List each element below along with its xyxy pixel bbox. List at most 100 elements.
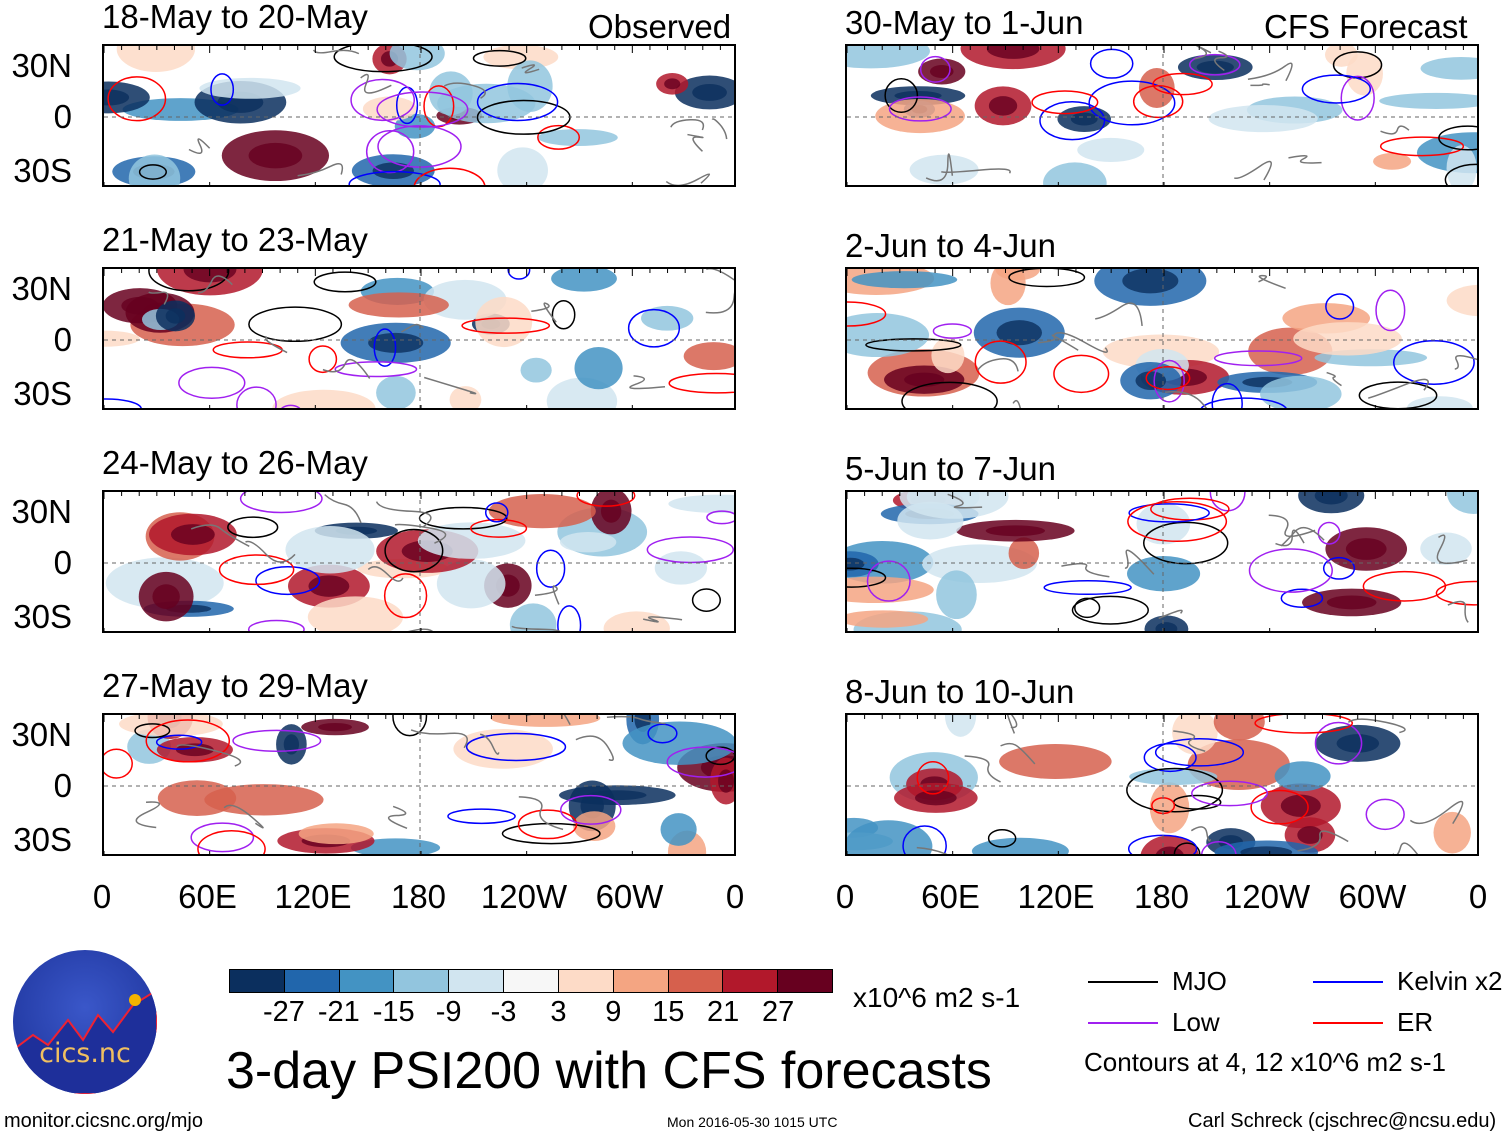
lat-label: 30N — [11, 47, 72, 84]
anomaly-blob — [654, 551, 708, 585]
anomaly-blob — [1008, 537, 1040, 570]
anomaly-blob — [1208, 105, 1318, 133]
anomaly-core — [1280, 794, 1321, 817]
colorbar-label: 9 — [605, 996, 622, 1028]
anomaly-blob — [520, 357, 552, 383]
colorbar-label: -21 — [317, 996, 360, 1028]
anomaly-blob — [1136, 502, 1191, 545]
anomaly-blob — [559, 531, 617, 553]
contour-line — [866, 560, 911, 602]
lon-label: 120E — [1017, 878, 1095, 915]
contour-line — [138, 164, 167, 180]
coastline — [1012, 399, 1021, 408]
panel-title: 27-May to 29-May — [102, 667, 368, 704]
anomaly-blob — [475, 296, 533, 348]
contour-line — [1379, 136, 1465, 157]
anomaly-blob — [104, 330, 140, 347]
anomaly-core — [1135, 371, 1167, 391]
coastline — [711, 118, 728, 140]
contour-line — [308, 345, 338, 374]
contour-line — [392, 715, 428, 737]
lon-label: 180 — [390, 878, 447, 915]
anomaly-blob — [1324, 46, 1358, 67]
anomaly-blob — [574, 346, 623, 390]
contour-line — [373, 328, 397, 367]
coastline — [360, 73, 392, 94]
anomaly-blob — [551, 269, 617, 292]
anomaly-blob — [1373, 152, 1412, 170]
lat-label: 30N — [11, 716, 72, 753]
colorbar-label: -27 — [262, 996, 305, 1028]
anomaly-core — [372, 162, 414, 179]
contour-line — [1074, 597, 1101, 619]
coastline — [1250, 83, 1270, 87]
anomaly-blob — [1213, 715, 1265, 741]
anomaly-blob — [1138, 67, 1175, 109]
contour-line — [668, 372, 734, 394]
coastline — [1214, 50, 1228, 72]
anomaly-blob — [899, 492, 1009, 519]
anomaly-blob — [847, 820, 933, 854]
forecast-label: CFS Forecast — [1264, 8, 1468, 45]
panel-title: 18-May to 20-May — [102, 0, 368, 35]
contour-line — [1153, 359, 1185, 403]
contour-line — [1325, 293, 1355, 320]
anomaly-core — [308, 575, 350, 597]
observed-label: Observed — [588, 8, 732, 45]
colorbar-label: 21 — [707, 996, 740, 1028]
lon-label: 60E — [178, 878, 237, 915]
anomaly-blob — [199, 77, 301, 99]
contour-line — [247, 619, 305, 631]
anomaly-blob — [307, 596, 404, 631]
footer-url[interactable]: monitor.cicsnc.org/mjo — [4, 1110, 203, 1132]
contour-line — [218, 554, 295, 586]
anomaly-core — [152, 584, 180, 609]
contour-line — [535, 549, 566, 588]
contour-line — [884, 78, 919, 113]
contour-line — [377, 125, 462, 168]
lon-label: 0 — [92, 878, 112, 915]
lon-label: 0 — [1468, 878, 1488, 915]
contour-line — [888, 96, 952, 122]
lon-label: 180 — [1133, 878, 1190, 915]
anomaly-blob — [128, 154, 181, 185]
contour-line — [537, 124, 581, 150]
contour-line — [1280, 588, 1324, 608]
legend-line — [1088, 981, 1158, 983]
contour-line — [333, 46, 433, 73]
anomaly-blob — [944, 715, 977, 737]
anomaly-blob — [683, 342, 734, 371]
contour-line — [1301, 74, 1372, 104]
contour-line — [376, 91, 469, 128]
contour-line — [1053, 354, 1110, 394]
contour-line — [472, 49, 527, 67]
coastline — [706, 269, 734, 281]
contour-line — [1008, 269, 1086, 288]
coastline — [135, 801, 161, 829]
coastline — [687, 133, 704, 152]
panel-title: 8-Jun to 10-Jun — [845, 673, 1075, 710]
anomaly-core — [1070, 112, 1098, 126]
coastline — [575, 735, 614, 761]
contour-line — [334, 361, 418, 378]
map-panel — [102, 713, 736, 856]
contour-line — [1254, 715, 1354, 734]
coastline — [387, 805, 408, 829]
contour-line — [461, 317, 551, 334]
contour-line — [974, 340, 1027, 384]
anomaly-blob — [875, 98, 965, 134]
contour-line — [1375, 289, 1406, 332]
anomaly-blob — [1149, 782, 1190, 834]
coastline — [264, 336, 288, 354]
coastline — [947, 493, 983, 509]
coastline — [977, 358, 1019, 372]
anomaly-blob — [119, 715, 223, 737]
coastline — [521, 64, 540, 74]
anomaly-core — [600, 499, 622, 523]
anomaly-blob — [847, 576, 934, 603]
lon-label: 120W — [1223, 878, 1311, 915]
legend-label: Low — [1172, 1007, 1220, 1037]
anomaly-blob — [1260, 375, 1342, 408]
coastline — [629, 375, 666, 390]
anomaly-blob — [1043, 162, 1107, 185]
